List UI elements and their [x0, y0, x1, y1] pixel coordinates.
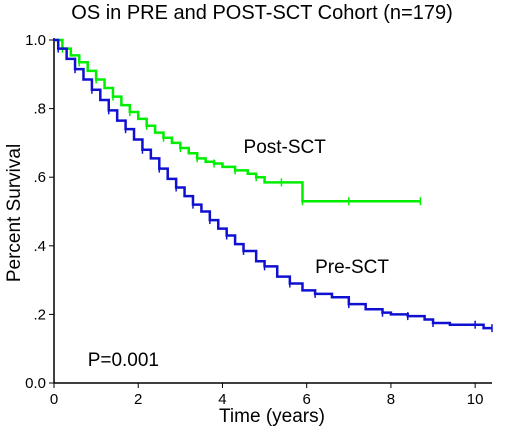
- y-tick-label: .6: [33, 169, 46, 186]
- annotation-label: Post-SCT: [244, 137, 327, 158]
- annotation-label: P=0.001: [88, 350, 159, 371]
- x-tick-label: 0: [50, 391, 58, 408]
- x-tick-label: 2: [134, 391, 142, 408]
- post-sct-survival-line: [54, 38, 421, 203]
- y-tick-label: .4: [33, 238, 46, 255]
- x-tick-label: 10: [467, 391, 484, 408]
- chart-title: OS in PRE and POST-SCT Cohort (n=179): [71, 2, 452, 24]
- y-tick-label: 0.0: [25, 375, 46, 392]
- y-axis-label: Percent Survival: [4, 144, 25, 282]
- x-tick-label: 6: [303, 391, 311, 408]
- y-tick-label: .2: [33, 306, 46, 323]
- y-tick-label: 1.0: [25, 32, 46, 49]
- annotation-layer: Post-SCT Pre-SCT P=0.001: [88, 137, 390, 371]
- pre-sct-survival-line: [54, 38, 492, 330]
- annotation-label: Pre-SCT: [315, 257, 389, 278]
- x-tick-label: 8: [387, 391, 395, 408]
- series-layer: [54, 38, 493, 333]
- axes: 0 2 4 6 8 10 0.0 .2 .4 .6 .8 1.0: [25, 32, 492, 408]
- x-axis-label: Time (years): [219, 406, 325, 427]
- x-tick-label: 4: [218, 391, 226, 408]
- y-tick-label: .8: [33, 101, 46, 118]
